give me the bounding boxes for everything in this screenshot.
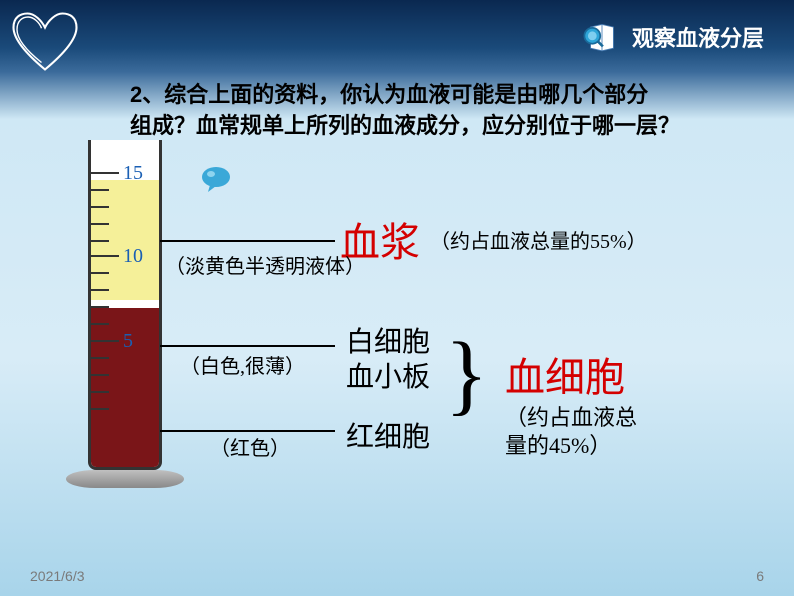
tick-value: 10 bbox=[123, 245, 143, 268]
rbc-label: 红细胞 bbox=[346, 415, 430, 455]
plasma-desc: （淡黄色半透明液体） bbox=[165, 250, 365, 279]
tick-minor bbox=[91, 189, 109, 191]
tick-major bbox=[91, 340, 119, 342]
question-text: 2、综合上面的资料，你认为血液可能是由哪几个部分 组成？血常规单上所列的血液成分… bbox=[130, 80, 764, 142]
tick-value: 5 bbox=[123, 330, 133, 353]
tick-minor bbox=[91, 408, 109, 410]
wbc-label: 白细胞 bbox=[346, 320, 430, 360]
tick-minor bbox=[91, 272, 109, 274]
test-tube-diagram: ml 15 10 5 bbox=[60, 140, 190, 540]
heart-decoration bbox=[10, 10, 80, 80]
blood-cells-label: 血细胞 bbox=[505, 345, 625, 403]
rbc-desc: （红色） bbox=[210, 432, 290, 461]
tick-minor bbox=[91, 206, 109, 208]
platelet-label: 血小板 bbox=[346, 355, 430, 395]
tick-major bbox=[91, 172, 119, 174]
question-line1: 2、综合上面的资料，你认为血液可能是由哪几个部分 bbox=[130, 80, 764, 111]
brace-icon: } bbox=[445, 330, 488, 420]
tick-minor bbox=[91, 289, 109, 291]
test-tube: 15 10 5 bbox=[88, 140, 162, 470]
buffy-desc: （白色,很薄） bbox=[180, 350, 305, 379]
tick-major bbox=[91, 255, 119, 257]
tick-minor bbox=[91, 223, 109, 225]
cells-pct2: 量的45%） bbox=[505, 428, 611, 460]
tick-minor bbox=[91, 306, 109, 308]
tick-minor bbox=[91, 374, 109, 376]
tick-value: 15 bbox=[123, 162, 143, 185]
header: 观察血液分层 bbox=[580, 20, 764, 54]
tick-minor bbox=[91, 357, 109, 359]
question-line2: 组成？血常规单上所列的血液成分，应分别位于哪一层？ bbox=[130, 111, 764, 142]
header-title: 观察血液分层 bbox=[632, 21, 764, 53]
magnifier-book-icon bbox=[580, 20, 624, 54]
speech-bubble-icon bbox=[200, 165, 232, 193]
footer-date: 2021/6/3 bbox=[30, 568, 85, 584]
tube-base bbox=[66, 470, 184, 488]
footer-page: 6 bbox=[756, 568, 764, 584]
tick-minor bbox=[91, 323, 109, 325]
pointer-buffy bbox=[160, 345, 335, 347]
pointer-plasma bbox=[160, 240, 335, 242]
slide-root: 观察血液分层 2、综合上面的资料，你认为血液可能是由哪几个部分 组成？血常规单上… bbox=[0, 0, 794, 596]
tick-minor bbox=[91, 391, 109, 393]
tick-minor bbox=[91, 240, 109, 242]
plasma-pct: （约占血液总量的55%） bbox=[430, 225, 647, 254]
